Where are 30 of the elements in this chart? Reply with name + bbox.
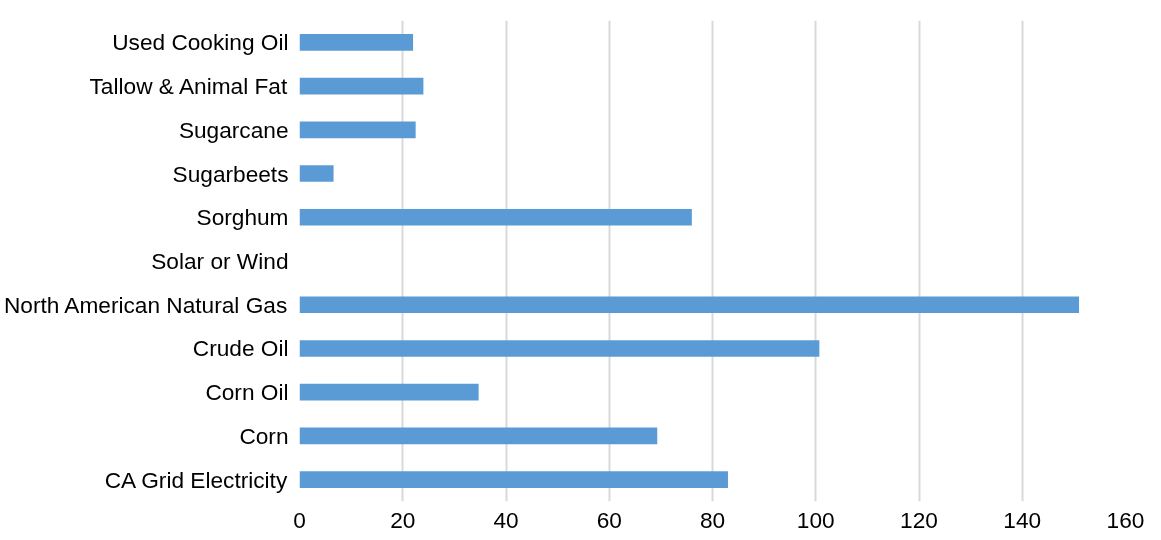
y-tick-label: Corn Oil	[205, 379, 289, 406]
x-tick-label: 60	[596, 506, 622, 533]
y-tick-label: Crude Oil	[192, 335, 289, 362]
x-tick-label: 100	[796, 506, 835, 533]
x-tick-label: 40	[493, 506, 519, 533]
x-tick-label: 140	[1003, 506, 1042, 533]
bar	[299, 471, 728, 488]
x-tick-label: 80	[699, 506, 726, 533]
bar	[299, 77, 424, 95]
bar	[299, 208, 692, 226]
x-tick-label: 160	[1106, 506, 1145, 533]
bar	[299, 296, 1080, 314]
y-tick-label: Used Cooking Oil	[112, 29, 289, 56]
x-tick-label: 120	[900, 506, 938, 533]
x-tick-label: 20	[390, 506, 416, 533]
bar	[299, 121, 416, 139]
y-tick-label: Sorghum	[196, 204, 289, 231]
bar	[299, 383, 479, 401]
y-tick-label: Corn	[239, 422, 289, 449]
x-tick-label: 0	[293, 506, 306, 533]
y-tick-label: Solar or Wind	[151, 248, 289, 274]
y-tick-label: North American Natural Gas	[3, 291, 288, 318]
y-tick-label: Sugarbeets	[172, 160, 289, 187]
bar	[299, 427, 658, 445]
y-tick-label: Sugarcane	[178, 116, 289, 143]
y-tick-label: Tallow & Animal Fat	[89, 73, 288, 100]
bar	[299, 165, 334, 182]
y-tick-label: CA Grid Electricity	[104, 466, 288, 493]
bar	[299, 340, 820, 357]
bar	[299, 34, 414, 51]
